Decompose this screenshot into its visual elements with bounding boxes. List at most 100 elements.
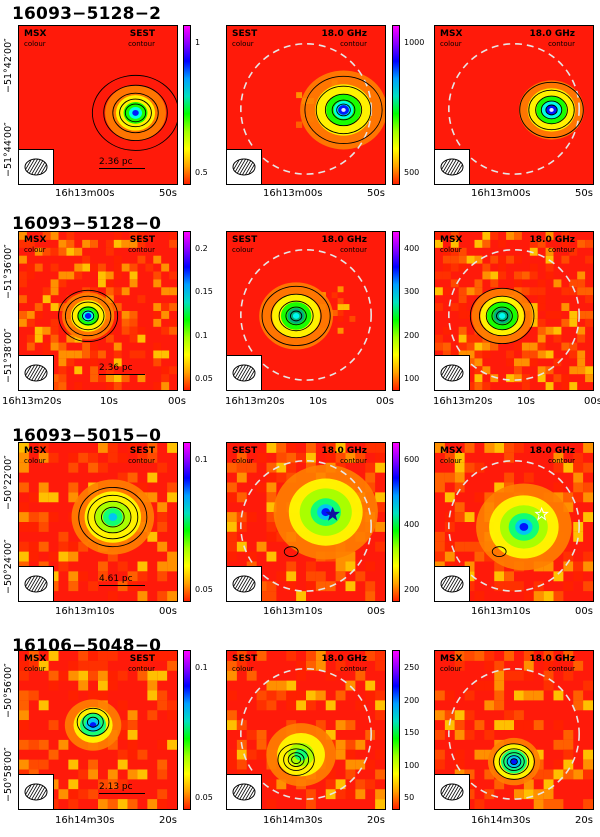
- x-tick-label: 00s: [575, 606, 593, 617]
- panel-sublabel-colour: colour: [232, 665, 254, 673]
- panel-sublabel-colour: colour: [440, 457, 462, 465]
- x-tick-label: 10s: [100, 396, 118, 407]
- contour: [503, 752, 525, 771]
- contour: [278, 300, 314, 332]
- x-tick-label: 00s: [376, 396, 394, 407]
- panel-sublabel-colour: colour: [24, 457, 46, 465]
- row-title: 16093−5128−0: [12, 214, 162, 234]
- colour-bar-tick: 1: [195, 38, 201, 47]
- panel-sublabel-contour: contour: [340, 246, 367, 254]
- contour: [496, 310, 509, 322]
- panel-label-colour: MSX: [24, 446, 47, 456]
- beam-ellipse-box: [19, 355, 54, 390]
- x-tick-label: 16h13m20s: [433, 396, 493, 407]
- colour-bar-tick: 100: [404, 760, 420, 770]
- y-tick-label: −50°56′00″: [3, 663, 14, 718]
- colour-bar-tick: 100: [404, 374, 420, 383]
- panel-sublabel-contour: contour: [548, 457, 575, 465]
- colour-bar: [183, 442, 191, 602]
- contour: [331, 99, 356, 121]
- y-tick-label: −51°42′00″: [3, 38, 14, 93]
- panel-sublabel-contour: contour: [548, 246, 575, 254]
- panel-sublabel-colour: colour: [232, 457, 254, 465]
- contour: [485, 301, 519, 331]
- map-panel: MSX colour SEST contour 2.13 pc: [18, 650, 178, 810]
- contour: [493, 743, 535, 780]
- x-tick-label: 16h13m20s: [2, 396, 62, 407]
- panel-sublabel-contour: contour: [128, 40, 155, 48]
- contour: [528, 89, 575, 131]
- contour: [491, 306, 513, 326]
- map-panel: MSX colour SEST contour 4.61 pc: [18, 442, 178, 602]
- x-tick-label: 16h13m20s: [225, 396, 285, 407]
- contour: [491, 546, 507, 558]
- contour: [540, 100, 563, 120]
- contour: [478, 295, 526, 337]
- contour: [519, 81, 584, 139]
- beam-ellipse-box: [19, 566, 54, 601]
- beam-ellipse-box: [227, 774, 262, 809]
- panel-label-contour: 18.0 GHz: [321, 29, 368, 39]
- panel-label-colour: SEST: [232, 654, 258, 664]
- panel-sublabel-contour: contour: [128, 246, 155, 254]
- map-panel: MSX colour SEST contour 2.36 pc: [18, 231, 178, 391]
- x-tick-label: 20s: [575, 815, 593, 826]
- y-tick-label: −51°44′00″: [3, 122, 14, 177]
- panel-sublabel-colour: colour: [440, 665, 462, 673]
- colour-bar-tick: 1000: [404, 38, 425, 47]
- x-tick-label: 20s: [159, 815, 177, 826]
- map-panel: SEST colour 18.0 GHz contour: [226, 442, 386, 602]
- panel-label-contour: 18.0 GHz: [529, 235, 576, 245]
- x-tick-label: 10s: [517, 396, 535, 407]
- colour-bar-tick: 400: [404, 244, 420, 253]
- contour: [283, 748, 310, 771]
- panel-label-colour: MSX: [440, 235, 463, 245]
- map-image: [19, 443, 177, 601]
- panel-label-colour: SEST: [232, 446, 258, 456]
- primary-beam-circle: [240, 459, 372, 592]
- contour: [336, 103, 351, 117]
- colour-bar-tick: 200: [404, 585, 420, 594]
- contour: [87, 494, 139, 540]
- x-tick-label: 16h14m30s: [55, 815, 115, 826]
- x-tick-label: 50s: [367, 188, 385, 199]
- colour-bar-tick: 0.1: [195, 455, 208, 464]
- map-image: [19, 26, 177, 184]
- panel-label-colour: MSX: [24, 235, 47, 245]
- colour-bar: [392, 25, 400, 185]
- panel-label-contour: SEST: [129, 29, 155, 39]
- contour: [112, 92, 159, 134]
- map-image: [19, 232, 177, 390]
- contour: [94, 500, 132, 534]
- primary-beam-circle: [448, 459, 580, 592]
- contour: [287, 752, 305, 767]
- x-tick-label: 00s: [159, 606, 177, 617]
- x-tick-label: 00s: [367, 606, 385, 617]
- panel-sublabel-colour: colour: [440, 40, 462, 48]
- contour: [82, 310, 95, 322]
- contour: [535, 95, 568, 125]
- colour-bar: [392, 231, 400, 391]
- x-tick-label: 16h13m10s: [55, 606, 115, 617]
- contour: [291, 755, 302, 765]
- contour: [78, 486, 148, 548]
- contour: [119, 98, 152, 128]
- map-panel: MSX colour 18.0 GHz contour: [434, 442, 594, 602]
- contour: [469, 287, 535, 345]
- contour: [270, 293, 322, 339]
- panel-label-colour: MSX: [440, 29, 463, 39]
- scale-bar: 2.13 pc: [99, 782, 145, 794]
- colour-bar-tick: 0.5: [195, 168, 208, 177]
- x-tick-label: 16h13m00s: [471, 188, 531, 199]
- colour-bar-tick: 300: [404, 287, 420, 297]
- map-panel: MSX colour 18.0 GHz contour: [434, 231, 594, 391]
- panel-sublabel-contour: contour: [128, 457, 155, 465]
- contour: [324, 93, 363, 127]
- y-tick-label: −51°36′00″: [3, 244, 14, 299]
- colour-bar: [183, 231, 191, 391]
- panel-label-colour: MSX: [24, 29, 47, 39]
- colour-bar: [183, 25, 191, 185]
- colour-bar-tick: 0.05: [195, 374, 213, 383]
- contour: [71, 301, 105, 331]
- y-tick-label: −50°24′00″: [3, 539, 14, 594]
